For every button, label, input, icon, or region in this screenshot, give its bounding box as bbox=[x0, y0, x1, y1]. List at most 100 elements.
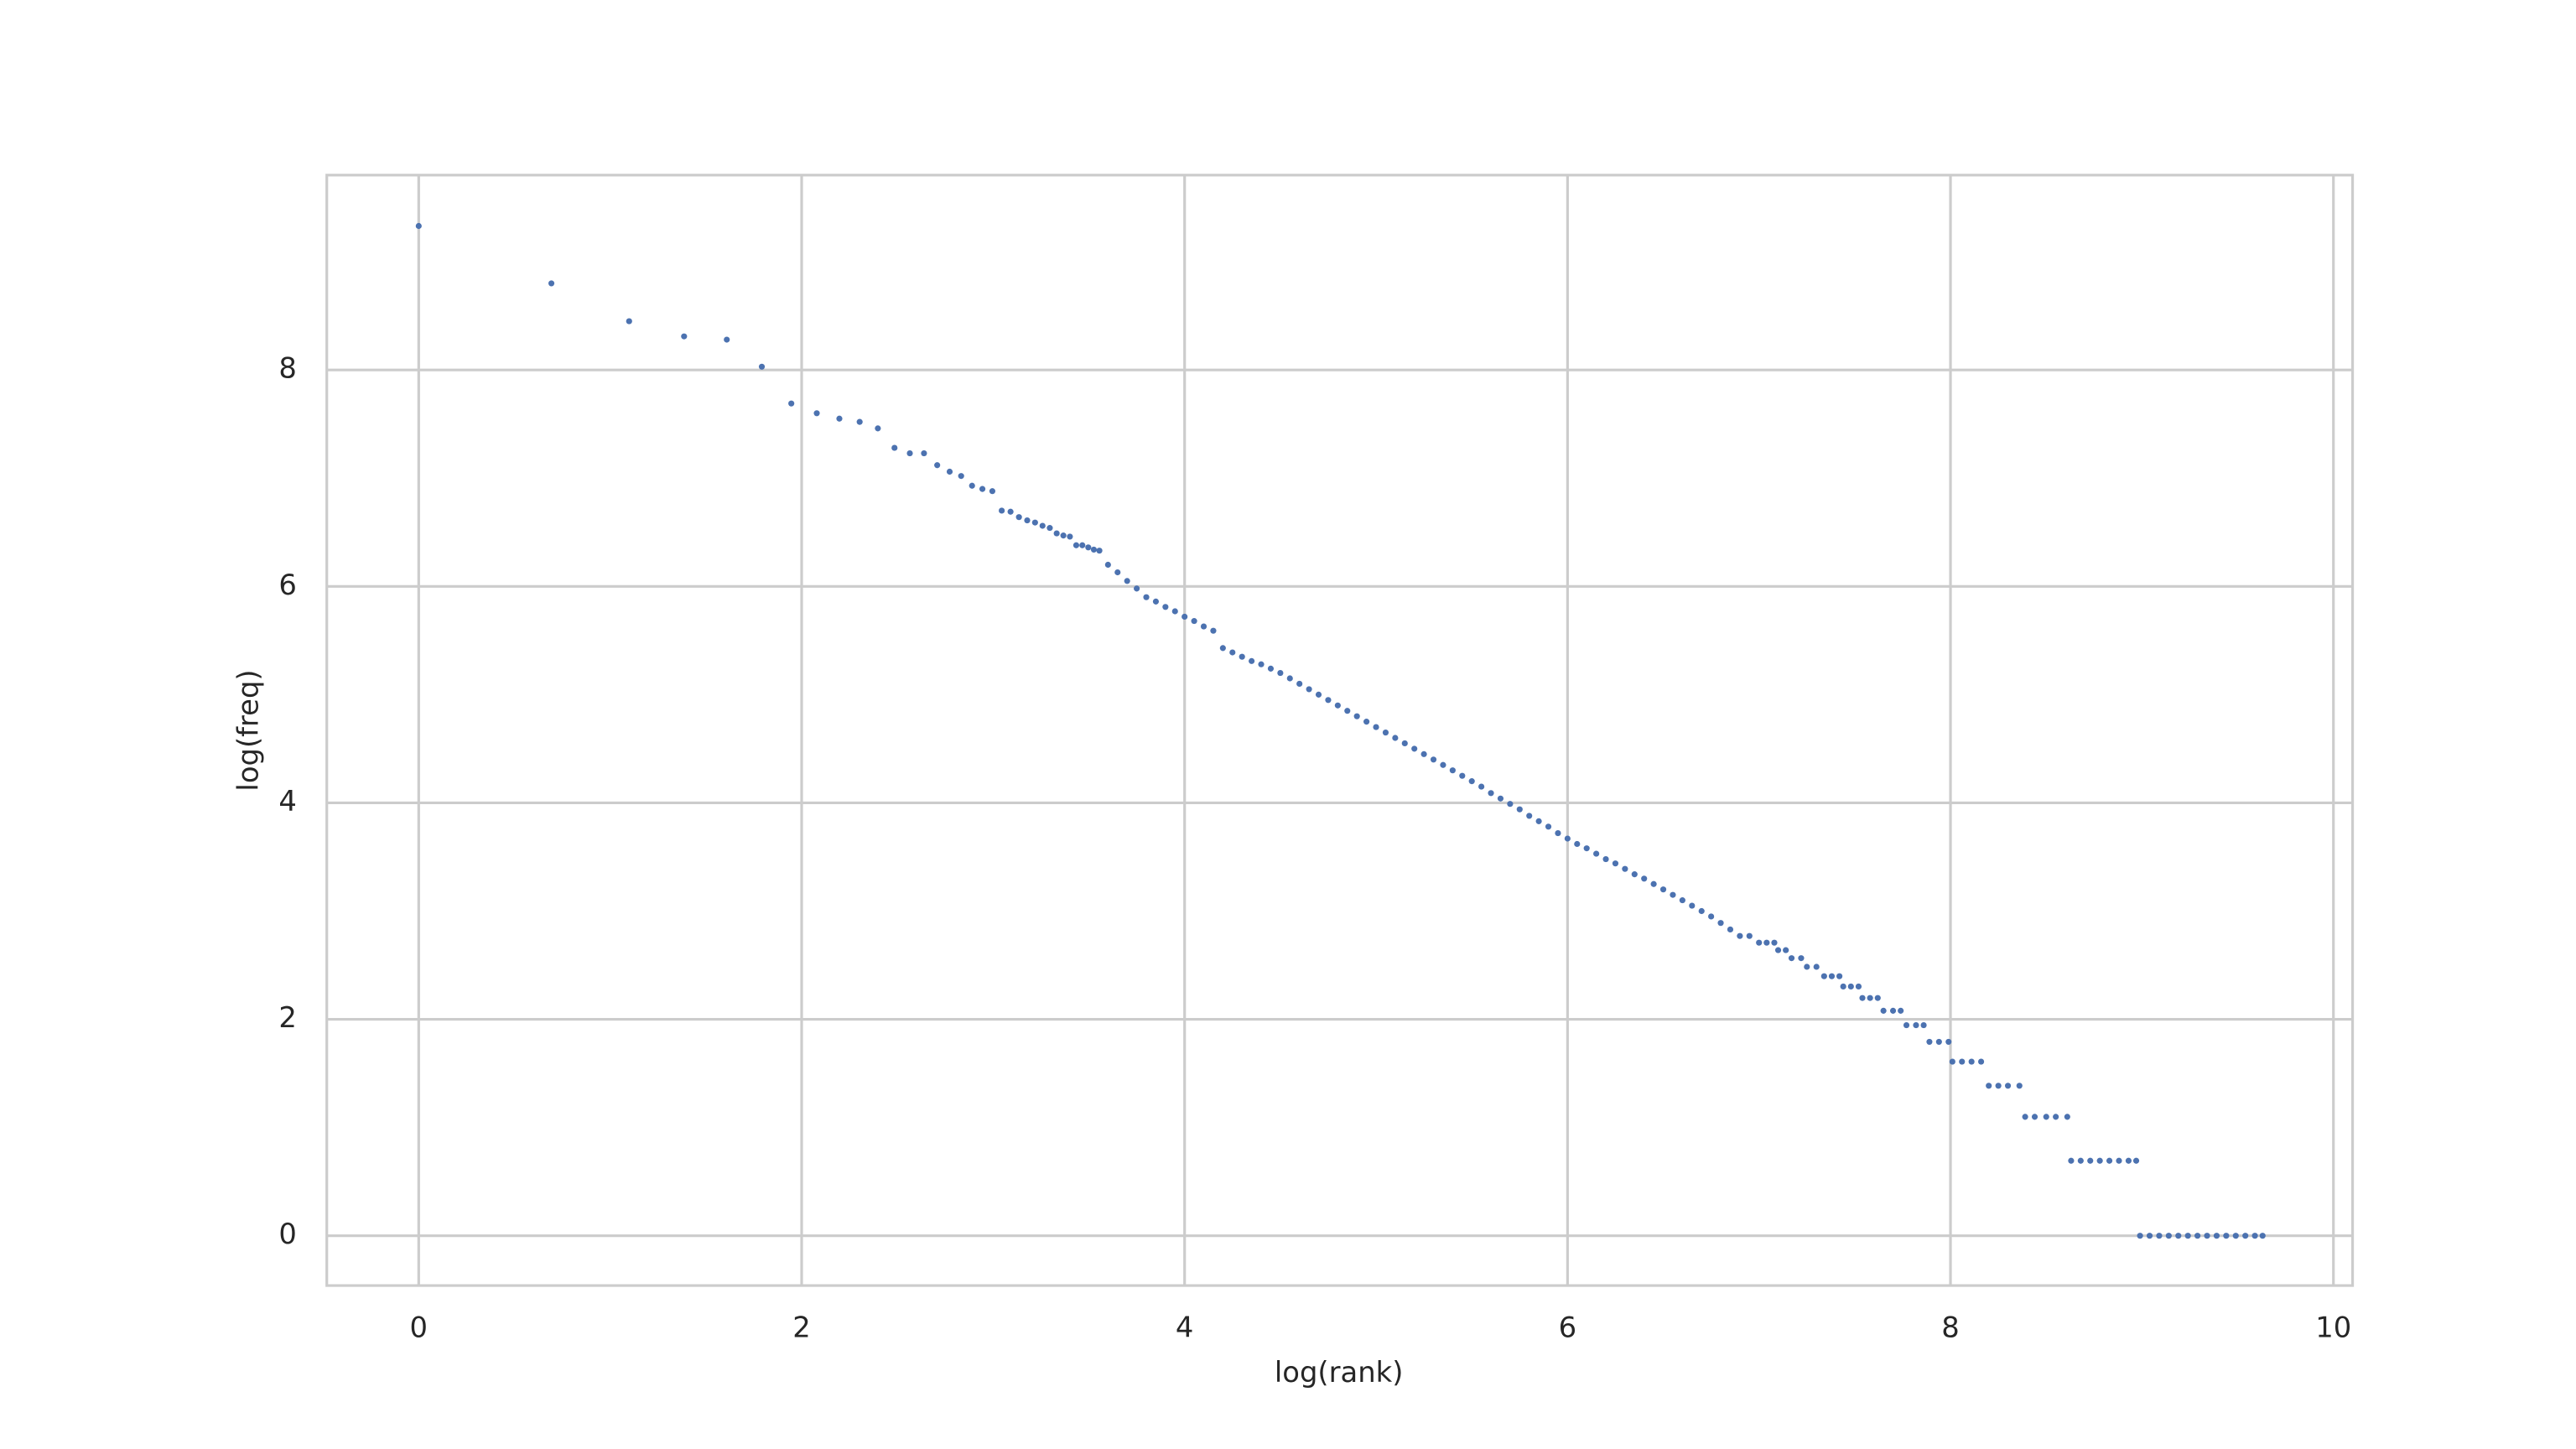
point bbox=[1430, 756, 1437, 763]
point bbox=[2031, 1114, 2038, 1120]
point bbox=[1820, 973, 1827, 979]
point bbox=[788, 400, 795, 407]
point bbox=[1468, 778, 1475, 785]
y-tick-label: 4 bbox=[278, 785, 297, 818]
point bbox=[2184, 1233, 2191, 1239]
point bbox=[1325, 697, 1332, 704]
point bbox=[415, 222, 422, 230]
point bbox=[1344, 708, 1351, 714]
point bbox=[1583, 845, 1590, 852]
point bbox=[1612, 860, 1619, 867]
y-axis-label: log(freq) bbox=[232, 669, 265, 791]
point bbox=[1574, 840, 1581, 848]
point bbox=[1382, 729, 1389, 736]
x-tick-label: 6 bbox=[1559, 1311, 1577, 1343]
point bbox=[1296, 680, 1303, 688]
point bbox=[1516, 806, 1523, 813]
point bbox=[1670, 891, 1676, 898]
point bbox=[934, 462, 941, 469]
point bbox=[2137, 1233, 2143, 1239]
point bbox=[2053, 1114, 2059, 1120]
point bbox=[1096, 548, 1103, 554]
point bbox=[1182, 613, 1188, 621]
point bbox=[2194, 1233, 2201, 1239]
points bbox=[415, 222, 2266, 1239]
point bbox=[969, 482, 975, 489]
point bbox=[2004, 1083, 2012, 1089]
point bbox=[946, 468, 953, 475]
point bbox=[2087, 1157, 2094, 1164]
point bbox=[1067, 533, 1073, 540]
point bbox=[1191, 618, 1197, 625]
point bbox=[1978, 1058, 1985, 1065]
plot-frame bbox=[325, 174, 2355, 1287]
point bbox=[1535, 818, 1542, 824]
point bbox=[1889, 1007, 1897, 1014]
point bbox=[1913, 1021, 1919, 1029]
point bbox=[2132, 1157, 2140, 1164]
x-tick-label: 10 bbox=[2315, 1311, 2351, 1343]
point bbox=[1286, 675, 1293, 682]
point bbox=[1855, 983, 1862, 990]
y-tick-label: 0 bbox=[278, 1218, 297, 1250]
point bbox=[1859, 995, 1866, 1001]
point bbox=[2156, 1233, 2163, 1239]
point bbox=[1420, 750, 1427, 757]
point bbox=[1949, 1058, 1955, 1065]
point bbox=[1459, 772, 1466, 779]
point bbox=[1847, 983, 1854, 990]
point bbox=[1239, 653, 1245, 660]
point bbox=[979, 486, 986, 492]
point bbox=[1679, 897, 1685, 904]
point bbox=[1771, 939, 1778, 946]
point bbox=[1659, 886, 1667, 893]
point bbox=[1995, 1083, 2002, 1089]
point bbox=[1267, 665, 1275, 672]
point bbox=[1903, 1021, 1910, 1029]
grid bbox=[326, 174, 2353, 1286]
point bbox=[1717, 920, 1724, 927]
x-tick-label: 4 bbox=[1176, 1311, 1194, 1343]
point bbox=[724, 336, 730, 343]
point bbox=[1210, 627, 1217, 634]
point bbox=[875, 425, 881, 432]
x-axis-label: log(rank) bbox=[1275, 1356, 1404, 1389]
point bbox=[1737, 932, 1743, 939]
point bbox=[1171, 608, 1178, 615]
point bbox=[1926, 1038, 1933, 1045]
point bbox=[1411, 745, 1418, 752]
point bbox=[1727, 926, 1734, 933]
point bbox=[1007, 508, 1014, 515]
point bbox=[2077, 1157, 2084, 1164]
point bbox=[989, 488, 996, 495]
x-tick-label: 8 bbox=[1941, 1311, 1960, 1343]
point bbox=[1804, 963, 1810, 970]
point bbox=[836, 415, 843, 422]
point bbox=[1746, 932, 1753, 939]
point bbox=[1507, 801, 1514, 808]
point bbox=[1258, 661, 1265, 667]
point bbox=[1090, 546, 1098, 553]
point bbox=[1200, 623, 1208, 630]
point bbox=[1602, 855, 1609, 863]
point bbox=[1497, 795, 1504, 802]
point bbox=[921, 449, 927, 457]
point bbox=[2223, 1233, 2230, 1239]
point bbox=[1756, 939, 1763, 946]
point bbox=[1162, 604, 1169, 610]
point bbox=[1564, 835, 1571, 842]
x-tick-label: 0 bbox=[410, 1311, 428, 1343]
point bbox=[958, 473, 964, 480]
point bbox=[1774, 947, 1782, 953]
point bbox=[2251, 1233, 2258, 1239]
point bbox=[2068, 1157, 2075, 1164]
point bbox=[2232, 1233, 2239, 1239]
point bbox=[1152, 598, 1160, 605]
y-tick-label: 8 bbox=[278, 352, 297, 385]
point bbox=[1631, 871, 1638, 878]
point bbox=[1114, 569, 1121, 576]
point bbox=[906, 449, 913, 457]
point bbox=[1249, 657, 1255, 664]
point bbox=[1072, 542, 1080, 548]
point bbox=[2213, 1233, 2220, 1239]
